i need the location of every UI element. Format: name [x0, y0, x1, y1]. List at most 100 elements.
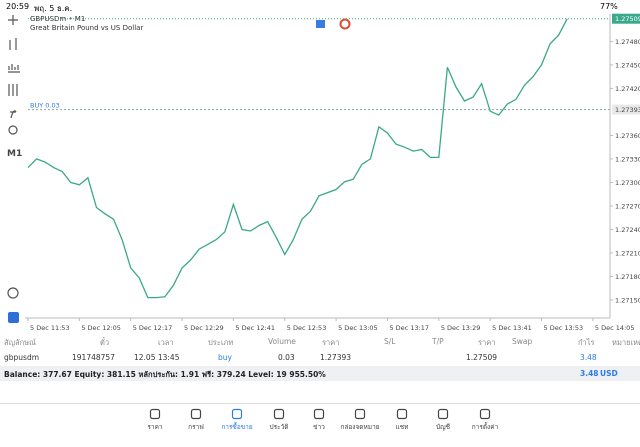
tab-icon [273, 408, 285, 420]
function-icon[interactable] [10, 110, 17, 119]
x-tick-label: 5 Dec 13:17 [389, 324, 429, 330]
trade-cell: 191748757 [72, 353, 115, 362]
trade-header: สัญลักษณ์ ตั๋ว เวลา ประเภท Volume ราคา S/L T/P ร… [0, 337, 640, 349]
trade-cell: 12.05 13:45 [134, 353, 180, 362]
price-line-series [27, 18, 568, 299]
x-tick-label: 5 Dec 12:41 [235, 324, 275, 330]
y-tick-label: 1.27330 [615, 155, 640, 163]
trade-cell: buy [218, 353, 232, 362]
column-header: Volume [268, 337, 296, 346]
order-price-label: 1.27393 [615, 106, 640, 114]
chart-subtitle: Great Britain Pound vs US Dollar [30, 24, 143, 32]
order-price-box [612, 104, 640, 115]
status-date: พฤ. 5 ธ.ค. [34, 4, 73, 13]
column-header: S/L [384, 337, 396, 346]
y-tick-label: 1.27300 [615, 179, 640, 187]
tab-label: การตั้งค่า [471, 423, 499, 431]
column-header: กำไร [578, 338, 595, 347]
tab-icon [313, 408, 325, 420]
trade-cell: 1.27393 [320, 353, 352, 362]
candles-icon[interactable] [9, 38, 17, 50]
y-tick-label: 1.27150 [615, 296, 640, 304]
account-currency: USD [600, 369, 618, 378]
crosshair-icon[interactable] [8, 15, 18, 25]
column-header: ประเภท [208, 338, 234, 347]
tab-divider [0, 403, 640, 404]
column-header: ราคา [322, 338, 340, 347]
chart: M1 GBPUSDm • M1 Great Britain Pound vs U… [7, 13, 640, 330]
tab-label: ราคา [147, 423, 163, 431]
tab-label: กล่องจดหมาย [340, 423, 380, 431]
x-tick-label: 5 Dec 11:53 [30, 324, 70, 330]
tab[interactable]: การตั้งค่า [463, 408, 507, 432]
objects-icon[interactable] [8, 125, 18, 135]
tab-label: บัญชี [435, 423, 451, 431]
tab[interactable]: กราฟ [174, 408, 218, 432]
tab-icon [149, 408, 161, 420]
tab-label: ประวัติ [269, 423, 289, 431]
tab[interactable]: ข่าว [297, 408, 341, 432]
depth-icon[interactable] [339, 18, 351, 30]
zoom-icon[interactable] [7, 287, 19, 299]
column-header: T/P [432, 337, 444, 346]
account-summary: Balance: 377.67 Equity: 381.15 หลักประกั… [4, 370, 326, 379]
tab[interactable]: กล่องจดหมาย [338, 408, 382, 432]
x-tick-label: 5 Dec 12:53 [287, 324, 327, 330]
account-profit: 3.48 [580, 369, 599, 378]
column-header: สัญลักษณ์ [4, 338, 37, 347]
x-tick-label: 5 Dec 12:17 [133, 324, 173, 330]
tab[interactable]: แชท [380, 408, 424, 432]
tab-icon [437, 408, 449, 420]
price-box [612, 13, 640, 24]
y-tick-label: 1.27480 [615, 38, 640, 46]
x-tick-label: 5 Dec 13:53 [544, 324, 584, 330]
y-tick-label: 1.27180 [615, 273, 640, 281]
one-click-icon[interactable] [316, 20, 325, 28]
tab-icon [396, 408, 408, 420]
timeframe[interactable]: M1 [7, 149, 22, 159]
trade-row[interactable]: gbpusdm 191748757 12.05 13:45 buy 0.03 1.2739… [0, 353, 640, 365]
column-header: ตั๋ว [100, 338, 110, 347]
x-tick-label: 5 Dec 14:05 [595, 324, 635, 330]
column-header: หมายเหตุ [612, 338, 640, 347]
account-bar: Balance: 377.67 Equity: 381.15 หลักประกั… [0, 366, 640, 381]
settings-icon[interactable] [8, 84, 18, 96]
tab[interactable]: ราคา [133, 408, 177, 432]
indicators-icon[interactable] [8, 64, 20, 73]
y-tick-label: 1.27450 [615, 61, 640, 69]
x-tick-label: 5 Dec 12:29 [184, 324, 224, 330]
tab-icon [231, 408, 243, 420]
y-tick-label: 1.27240 [615, 226, 640, 234]
chart-title: GBPUSDm • M1 [30, 15, 85, 23]
tab[interactable]: ประวัติ [257, 408, 301, 432]
x-tick-label: 5 Dec 12:05 [81, 324, 121, 330]
tab[interactable]: การซื้อขาย [215, 408, 259, 432]
column-header: เวลา [158, 338, 174, 347]
battery: 77% [600, 2, 618, 11]
order-label: BUY 0.03 [30, 102, 60, 110]
trade-cell: 1.27509 [466, 353, 498, 362]
price-label: 1.27509 [615, 15, 640, 23]
column-header: ราคา [478, 338, 496, 347]
status-time: 20:59 [6, 2, 30, 11]
tab-icon [479, 408, 491, 420]
tab-label: แชท [395, 423, 409, 431]
y-tick-label: 1.27360 [615, 132, 640, 140]
trade-icon[interactable] [8, 312, 19, 323]
trade-cell: 3.48 [580, 353, 597, 362]
trade-cell: gbpusdm [4, 353, 40, 362]
y-tick-label: 1.27270 [615, 202, 640, 210]
y-tick-label: 1.27420 [615, 85, 640, 93]
tab-label: กราฟ [188, 423, 204, 431]
x-tick-label: 5 Dec 13:05 [338, 324, 378, 330]
tool-icons [7, 15, 20, 299]
y-tick-label: 1.27210 [615, 249, 640, 257]
column-header: Swap [512, 337, 533, 346]
tab-icon [354, 408, 366, 420]
trade-cell: 0.03 [278, 353, 295, 362]
tab[interactable]: บัญชี [421, 408, 465, 432]
tab-label: ข่าว [313, 423, 325, 431]
tab-label: การซื้อขาย [221, 423, 253, 431]
tab-icon [190, 408, 202, 420]
